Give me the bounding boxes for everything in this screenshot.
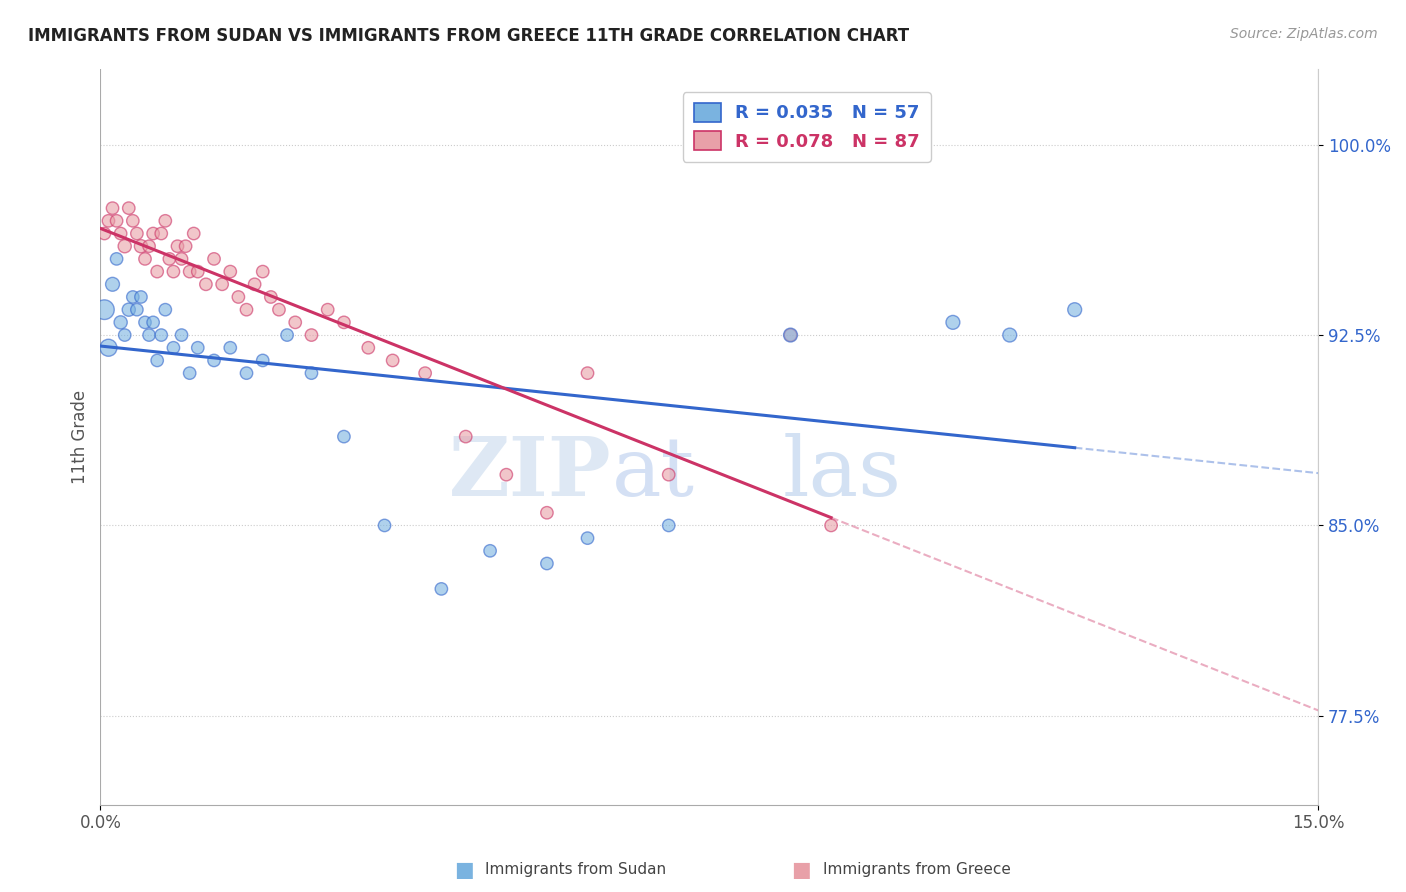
Text: at: at: [612, 434, 695, 514]
Point: [129, 239, 152, 253]
Point: [235, 302, 257, 317]
Point: [101, 201, 124, 215]
Point: [284, 315, 307, 329]
Point: [576, 531, 599, 545]
Point: [142, 227, 165, 241]
Point: [114, 328, 136, 343]
Point: [658, 518, 681, 533]
Point: [155, 214, 177, 228]
Point: [146, 264, 169, 278]
Point: [146, 353, 169, 368]
Point: [998, 328, 1021, 343]
Point: [373, 518, 395, 533]
Text: ■: ■: [454, 860, 474, 880]
Point: [235, 366, 257, 380]
Point: [536, 557, 558, 571]
Point: [110, 227, 132, 241]
Point: [779, 328, 801, 343]
Point: [194, 277, 217, 292]
Point: [942, 315, 965, 329]
Legend: R = 0.035   N = 57, R = 0.078   N = 87: R = 0.035 N = 57, R = 0.078 N = 87: [683, 92, 931, 161]
Text: Source: ZipAtlas.com: Source: ZipAtlas.com: [1230, 27, 1378, 41]
Point: [658, 467, 681, 482]
Point: [114, 239, 136, 253]
Point: [150, 328, 173, 343]
Point: [134, 252, 156, 266]
Point: [276, 328, 298, 343]
Point: [101, 277, 124, 292]
Point: [118, 302, 141, 317]
Point: [267, 302, 290, 317]
Y-axis label: 11th Grade: 11th Grade: [72, 390, 89, 483]
Point: [170, 328, 193, 343]
Point: [219, 264, 242, 278]
Point: [162, 341, 184, 355]
Point: [93, 227, 115, 241]
Point: [97, 341, 120, 355]
Point: [138, 328, 160, 343]
Point: [260, 290, 283, 304]
Point: [479, 544, 502, 558]
Point: [252, 353, 274, 368]
Point: [219, 341, 242, 355]
Point: [97, 214, 120, 228]
Point: [155, 302, 177, 317]
Point: [105, 214, 128, 228]
Text: Immigrants from Sudan: Immigrants from Sudan: [485, 863, 666, 877]
Point: [779, 328, 801, 343]
Point: [118, 201, 141, 215]
Point: [243, 277, 266, 292]
Point: [202, 252, 225, 266]
Point: [454, 429, 477, 443]
Text: ■: ■: [792, 860, 811, 880]
Point: [121, 214, 143, 228]
Point: [333, 429, 356, 443]
Point: [183, 227, 205, 241]
Point: [179, 264, 201, 278]
Point: [228, 290, 250, 304]
Point: [138, 239, 160, 253]
Point: [125, 302, 148, 317]
Point: [110, 315, 132, 329]
Point: [105, 252, 128, 266]
Text: IMMIGRANTS FROM SUDAN VS IMMIGRANTS FROM GREECE 11TH GRADE CORRELATION CHART: IMMIGRANTS FROM SUDAN VS IMMIGRANTS FROM…: [28, 27, 910, 45]
Point: [174, 239, 197, 253]
Point: [381, 353, 404, 368]
Point: [125, 227, 148, 241]
Point: [1063, 302, 1085, 317]
Point: [576, 366, 599, 380]
Point: [162, 264, 184, 278]
Point: [142, 315, 165, 329]
Point: [316, 302, 339, 317]
Point: [166, 239, 188, 253]
Point: [150, 227, 173, 241]
Point: [536, 506, 558, 520]
Text: ZIP: ZIP: [450, 434, 612, 514]
Point: [430, 582, 453, 596]
Point: [179, 366, 201, 380]
Point: [170, 252, 193, 266]
Point: [121, 290, 143, 304]
Point: [187, 341, 209, 355]
Point: [202, 353, 225, 368]
Point: [211, 277, 233, 292]
Point: [357, 341, 380, 355]
Point: [820, 518, 842, 533]
Point: [129, 290, 152, 304]
Point: [413, 366, 436, 380]
Point: [301, 366, 323, 380]
Point: [495, 467, 517, 482]
Point: [333, 315, 356, 329]
Text: las: las: [782, 434, 901, 514]
Point: [134, 315, 156, 329]
Text: Immigrants from Greece: Immigrants from Greece: [823, 863, 1011, 877]
Point: [157, 252, 180, 266]
Point: [187, 264, 209, 278]
Point: [301, 328, 323, 343]
Point: [93, 302, 115, 317]
Point: [252, 264, 274, 278]
